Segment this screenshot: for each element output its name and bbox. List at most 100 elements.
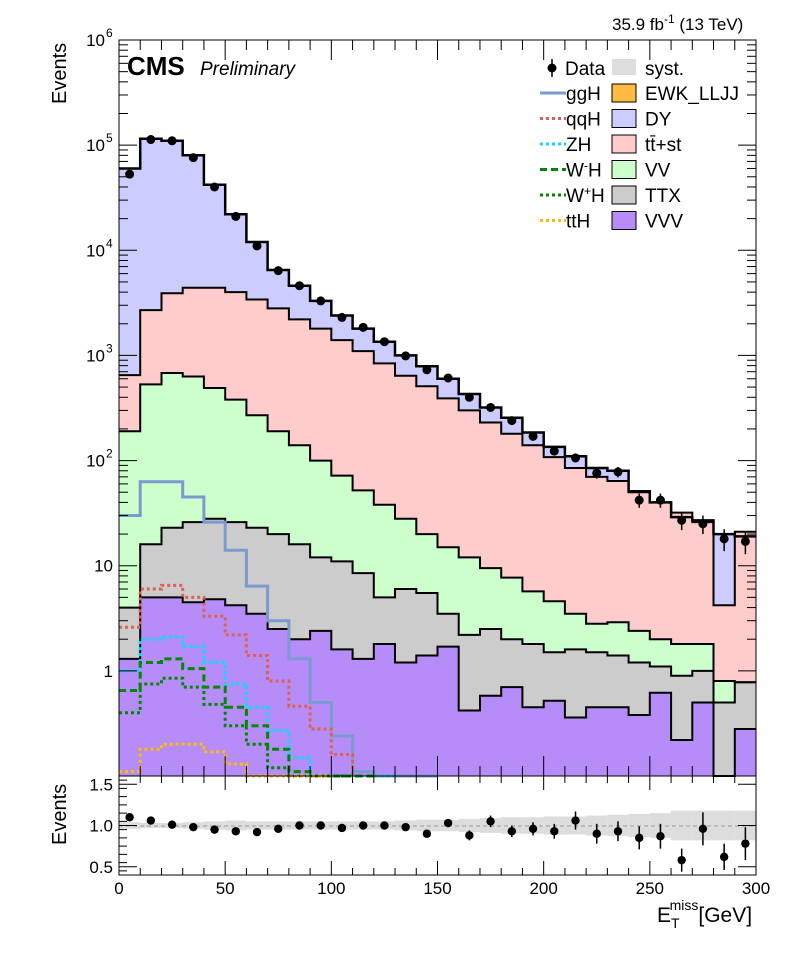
stack-layer (119, 137, 756, 777)
main-ylabel: Events (49, 43, 71, 104)
ratio-y-tick-label: 1.5 (89, 775, 113, 794)
legend-bkg-label: TTX (645, 186, 681, 207)
data-point (231, 211, 241, 221)
ratio-point (401, 822, 410, 832)
legend-bkg-label: DY (645, 110, 672, 131)
legend-signal-label: W+H (566, 184, 605, 207)
data-point (358, 322, 368, 332)
lumi-label: 35.9 fb-1 (13 TeV) (612, 12, 743, 34)
legend-swatch-4 (611, 185, 637, 205)
ratio-point (507, 827, 517, 836)
legend-signal-label: ggH (566, 84, 601, 105)
ratio-point (167, 820, 177, 829)
legend-bkg-label: tt̄+st (645, 135, 682, 156)
signal-ggh (119, 480, 438, 778)
data-point (528, 431, 538, 441)
ratio-y-tick-label: 0.5 (89, 858, 113, 877)
syst-band-bin (225, 820, 247, 831)
data-layer (125, 135, 750, 555)
x-tick-label: 100 (317, 879, 345, 898)
y-tick-exp: 2 (106, 447, 113, 461)
ratio-point (231, 827, 240, 836)
syst-band-bin (416, 819, 438, 832)
data-point (486, 402, 496, 412)
ratio-point (677, 855, 686, 865)
ratio-point (146, 816, 156, 825)
ratio-point (613, 827, 623, 836)
ratio-point (592, 829, 601, 838)
data-point (443, 373, 453, 383)
x-tick-label: 0 (114, 879, 123, 898)
ratio-point (571, 816, 580, 825)
stack-outline-vv (119, 372, 756, 684)
x-tick-label: 200 (529, 879, 557, 898)
ratio-point (741, 839, 750, 848)
ratio-point (550, 827, 559, 836)
signal-zh (119, 635, 395, 778)
ratio-point (189, 822, 198, 832)
legend-signal-label: ttH (566, 212, 590, 233)
data-point (571, 453, 581, 463)
ratio-point (635, 833, 644, 843)
legend-swatch-5 (611, 211, 637, 230)
data-point (549, 446, 559, 456)
y-tick-label: 10 (86, 136, 105, 155)
ratio-points (125, 811, 750, 872)
legend-bkg-label: VVV (645, 212, 683, 233)
ratio-point (465, 831, 474, 840)
ratio-point (125, 813, 134, 822)
ratio-point (380, 821, 389, 830)
legend-signal-label: ZH (566, 135, 591, 156)
stack-vvv (119, 597, 756, 776)
ratio-point (486, 817, 495, 826)
data-point (507, 416, 517, 426)
ratio-point (295, 821, 304, 830)
stack-outline-dy (119, 137, 756, 538)
stack-outline-vvv (119, 596, 756, 777)
data-point (167, 136, 177, 146)
x-tick-label: 250 (636, 879, 664, 898)
data-point (655, 495, 665, 505)
data-point (273, 266, 283, 276)
data-point (294, 281, 304, 291)
x-axis-label: ETmiss[GeV] (657, 897, 752, 931)
y-tick-label: 10 (86, 452, 105, 471)
legend-data-label: Data (565, 59, 606, 80)
data-point (252, 241, 262, 251)
y-tick-label: 1 (104, 662, 113, 681)
legend-syst-label: syst. (645, 59, 684, 80)
data-point (464, 392, 474, 402)
ratio-point (443, 818, 453, 828)
ratio-point (358, 821, 368, 830)
data-point (719, 534, 729, 544)
data-point (698, 519, 708, 529)
ratio-point (210, 825, 219, 834)
data-point (188, 153, 198, 163)
data-point (677, 515, 687, 525)
ratio-y-tick-label: 1.0 (89, 817, 113, 836)
ratio-point (698, 824, 708, 833)
y-tick-exp: 3 (106, 341, 113, 355)
legend-bkg-label: VV (645, 161, 671, 182)
signal-w-h (119, 657, 374, 778)
y-tick-label: 10 (94, 557, 113, 576)
y-tick-label: 10 (86, 346, 105, 365)
data-point (422, 365, 432, 375)
data-point (613, 467, 623, 477)
legend-swatch-0 (611, 83, 637, 103)
y-tick-exp: 5 (106, 131, 113, 145)
x-tick-label: 150 (423, 879, 451, 898)
legend: Data syst. ggH qqH ZH W-HW+H ttH EWK_LLJJ DY tt̄+… (540, 59, 739, 233)
y-tick-exp: 6 (106, 26, 113, 40)
ratio-point (422, 829, 432, 838)
legend-swatch-3 (611, 160, 637, 179)
legend-swatch-2 (611, 134, 637, 154)
data-point (740, 536, 750, 546)
x-tick-label: 300 (742, 879, 770, 898)
signal-qqh (119, 583, 395, 778)
legend-syst-swatch (612, 59, 636, 75)
data-point (592, 468, 602, 478)
legend-swatch-1 (611, 109, 637, 128)
preliminary-label: Preliminary (200, 59, 297, 80)
